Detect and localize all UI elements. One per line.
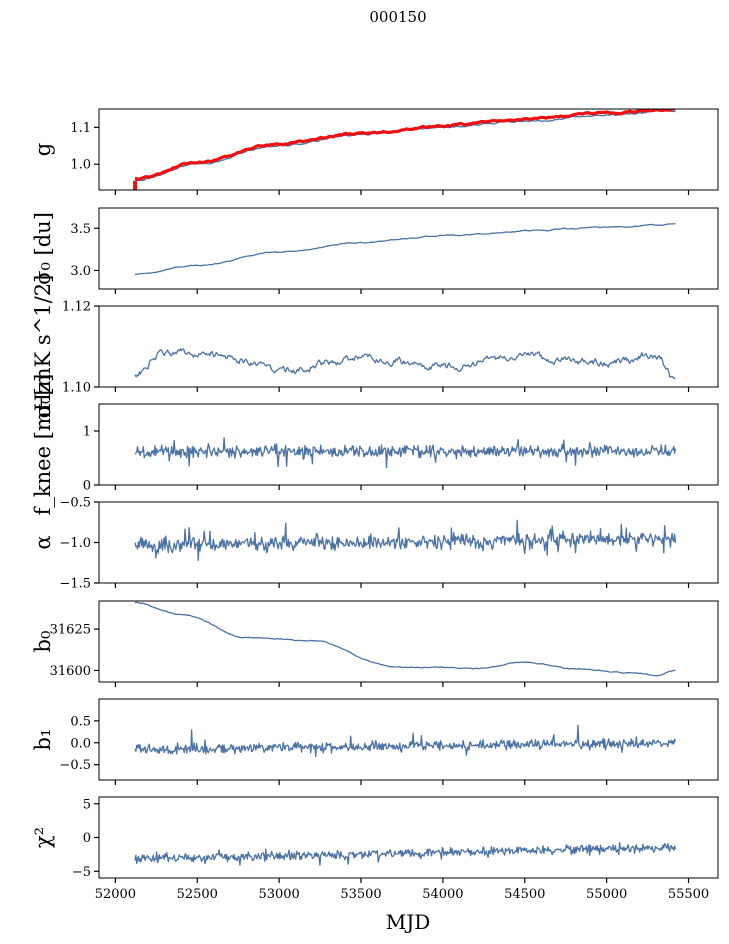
y-tick-label: 1.10 xyxy=(62,381,91,396)
y-tick-label: 0.0 xyxy=(70,736,91,751)
x-tick-label: 53000 xyxy=(258,887,299,902)
y-tick-label: −5 xyxy=(72,865,91,880)
axes-frame xyxy=(98,600,719,683)
y-tick-label: −0.5 xyxy=(59,496,91,511)
y-tick-label: 0 xyxy=(83,831,91,846)
panel-5: −1.5 −1.0 −0.5 α xyxy=(31,496,719,592)
y-tick-label: 0 xyxy=(83,479,91,494)
x-tick-label: 52000 xyxy=(95,887,136,902)
y-tick-label: 3.0 xyxy=(70,264,91,279)
y-axis-label: g xyxy=(31,143,55,156)
panel-8: −5 0 5 52000 52500 53000 53500 54000 54500 55000 5… xyxy=(31,796,719,902)
y-tick-label: 1.1 xyxy=(70,121,91,136)
panels: 1.0 1.1 g 3.0 3.5 σ₀ [du] 1.10 1.12 σ₀[mK s^1/2]… xyxy=(31,108,719,902)
panel-3: 1.10 1.12 σ₀[mK s^1/2] xyxy=(31,275,719,419)
y-tick-label: 31600 xyxy=(50,664,91,679)
axes-frame xyxy=(98,108,719,191)
y-tick-label: −0.5 xyxy=(59,758,91,773)
y-tick-label: 1 xyxy=(83,425,91,440)
y-axis-label: α xyxy=(31,535,55,549)
y-tick-label: 5 xyxy=(83,797,91,812)
y-axis-label: σ₀ [du] xyxy=(31,212,55,285)
y-tick-label: 1.0 xyxy=(70,158,91,173)
axes-frame xyxy=(98,207,719,290)
panel-4: 0 1 f_knee [mHz] xyxy=(31,374,719,516)
series-line-data xyxy=(134,519,677,561)
y-tick-label: 1.12 xyxy=(62,300,91,315)
figure-title: 000150 xyxy=(369,8,426,26)
y-tick-label: 0.5 xyxy=(70,714,91,729)
x-tick-label: 53500 xyxy=(340,887,381,902)
panel-1: 1.0 1.1 g xyxy=(31,108,719,195)
y-tick-label: −1.5 xyxy=(59,577,91,592)
series-line-data xyxy=(134,348,676,380)
axes-frame xyxy=(98,698,719,781)
series-line-data xyxy=(134,601,676,677)
series-line-data xyxy=(134,437,677,469)
x-tick-label: 52500 xyxy=(177,887,218,902)
series-line-data xyxy=(134,223,676,276)
x-tick-label: 54500 xyxy=(504,887,545,902)
y-axis-label: χ² xyxy=(31,827,55,848)
series-line-data xyxy=(134,724,677,758)
y-axis-label: b₁ xyxy=(31,729,55,751)
y-axis-label: b₀ xyxy=(31,631,55,653)
x-axis-label: MJD xyxy=(386,910,431,934)
series-line-overlay xyxy=(134,109,676,181)
y-tick-label: 3.5 xyxy=(70,222,91,237)
x-tick-label: 55000 xyxy=(586,887,627,902)
y-axis-label: σ₀[mK s^1/2] xyxy=(31,275,55,419)
panel-7: −0.5 0.0 0.5 b₁ xyxy=(31,698,719,785)
series-line-data xyxy=(134,842,677,866)
x-tick-label: 54000 xyxy=(422,887,463,902)
y-tick-label: −1.0 xyxy=(59,536,91,551)
y-tick-label: 31625 xyxy=(50,623,91,638)
y-axis-label: f_knee [mHz] xyxy=(31,374,55,516)
x-tick-label: 55500 xyxy=(668,887,709,902)
panel-2: 3.0 3.5 σ₀ [du] xyxy=(31,207,719,294)
axes-frame xyxy=(98,403,719,486)
axes-frame xyxy=(98,796,719,879)
axes-frame xyxy=(98,305,719,388)
series-line-data xyxy=(134,109,676,182)
